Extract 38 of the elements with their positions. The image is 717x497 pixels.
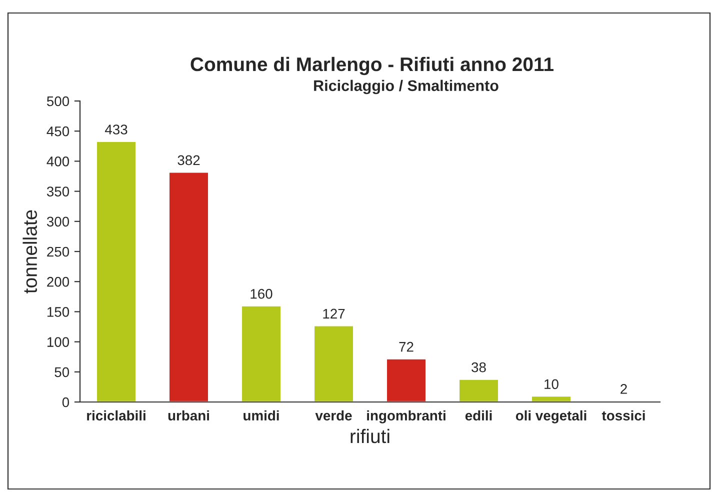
y-tick-label: 350 [46, 186, 70, 196]
x-tick-label: umidi [244, 410, 279, 421]
bar [313, 324, 354, 402]
bar [530, 395, 572, 402]
x-axis-title: rifiuti [350, 428, 390, 444]
y-tick-label: 50 [54, 367, 70, 378]
data-label: 72 [399, 342, 414, 352]
x-tick-label: verde [315, 410, 352, 421]
data-label: 433 [104, 124, 128, 134]
y-tick-label: 0 [62, 397, 70, 408]
y-tick-label: 500 [46, 96, 70, 106]
y-tick-label: 300 [46, 216, 70, 227]
bar [386, 358, 427, 402]
data-label: 2 [620, 384, 627, 394]
bar [458, 378, 500, 402]
y-tick-label: 400 [46, 156, 70, 166]
bar [240, 304, 282, 402]
x-tick-label: oli vegetali [516, 410, 586, 424]
chart-subtitle: Riciclaggio / Smaltimento [314, 80, 498, 94]
bar [168, 171, 210, 402]
x-tick-label: riciclabili [87, 410, 146, 421]
data-label: 160 [250, 288, 272, 299]
data-label: 382 [178, 155, 200, 166]
y-tick-label: 150 [47, 307, 70, 317]
y-tick-label: 100 [47, 337, 70, 347]
data-label: 38 [472, 362, 486, 372]
chart-title: Comune di Marlengo - Rifiuti anno 2011 [190, 56, 554, 76]
x-tick-label: edili [465, 410, 492, 421]
x-tick-label: tossici [602, 410, 645, 421]
y-tick-label: 200 [47, 276, 70, 287]
y-tick-label: 250 [47, 246, 70, 257]
data-label: 10 [544, 379, 558, 390]
x-tick-label: ingombranti [367, 410, 446, 424]
bar [96, 140, 137, 402]
x-tick-label: urbani [168, 410, 209, 421]
data-label: 127 [323, 308, 345, 318]
y-axis-title: tonnellate [22, 210, 38, 294]
y-tick-label: 450 [46, 126, 70, 136]
